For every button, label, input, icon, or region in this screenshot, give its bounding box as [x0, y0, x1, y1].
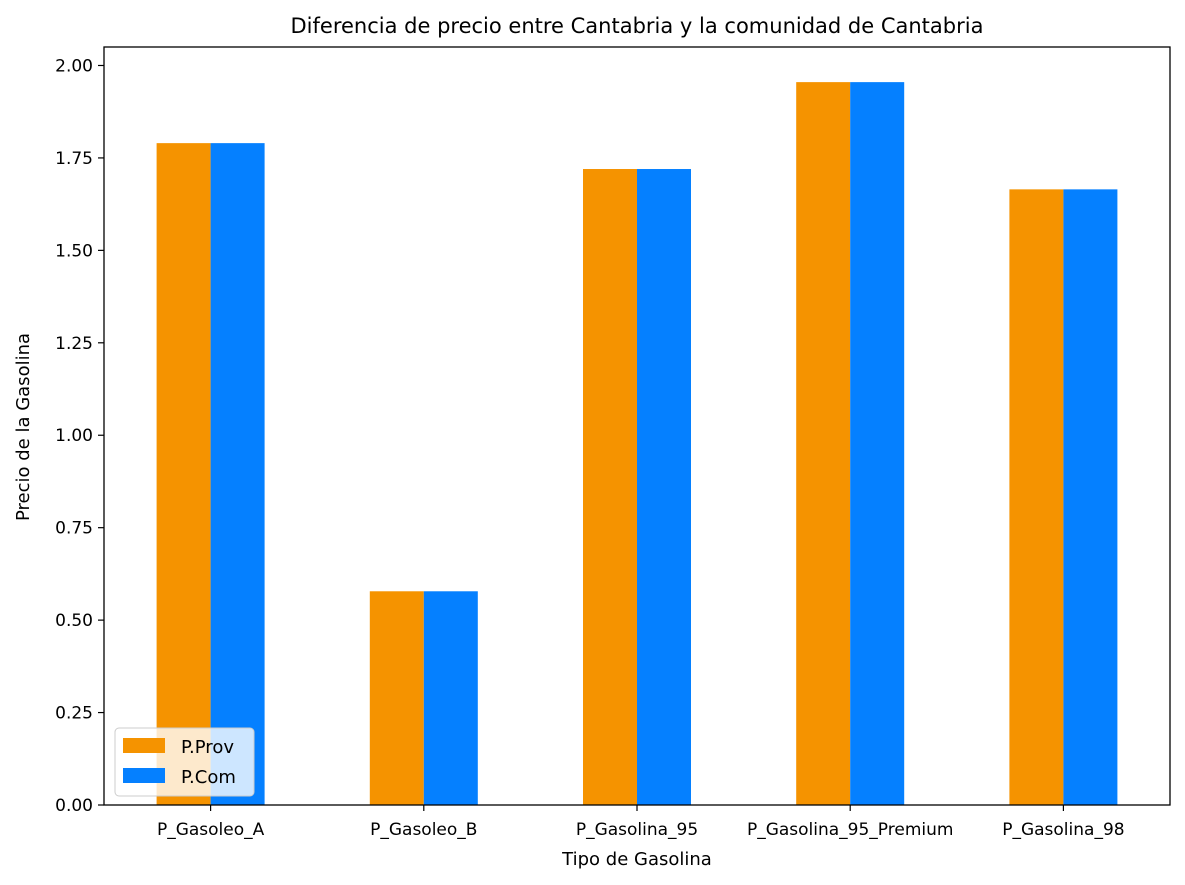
y-tick-label: 1.25	[55, 334, 93, 354]
bar-p-prov-3	[796, 82, 851, 805]
x-axis-label: Tipo de Gasolina	[561, 849, 712, 870]
bar-p-com-3	[850, 82, 905, 805]
chart-title: Diferencia de precio entre Cantabria y l…	[291, 14, 984, 38]
y-tick-label: 0.00	[55, 796, 93, 816]
x-tick-label: P_Gasolina_95	[576, 820, 698, 840]
legend: P.Prov P.Com	[114, 727, 255, 797]
y-tick-label: 2.00	[55, 56, 93, 76]
y-tick-label: 0.50	[55, 611, 93, 631]
legend-label: P.Prov	[181, 737, 234, 758]
y-tick-label: 1.50	[55, 241, 93, 261]
x-tick-label: P_Gasolina_95_Premium	[747, 820, 954, 840]
bar-p-com-0	[210, 143, 265, 805]
x-axis: P_Gasoleo_A P_Gasoleo_B P_Gasolina_95 P_Gas…	[157, 805, 1125, 840]
bar-p-prov-1	[369, 591, 424, 805]
bar-p-com-1	[423, 591, 478, 805]
y-tick-label: 0.75	[55, 519, 93, 539]
legend-swatch	[123, 738, 165, 753]
y-axis: 0.00 0.25 0.50 0.75 1.00 1.25 1.50 1.75 2.00	[55, 56, 104, 816]
x-tick-label: P_Gasoleo_A	[157, 820, 265, 840]
y-tick-label: 1.75	[55, 149, 93, 169]
y-tick-label: 0.25	[55, 704, 93, 724]
bar-p-com-4	[1063, 189, 1118, 806]
legend-swatch	[123, 768, 165, 783]
plot-area	[103, 46, 1171, 806]
bar-p-com-2	[637, 169, 691, 805]
bar-p-prov-2	[583, 169, 637, 805]
x-tick-label: P_Gasolina_98	[1002, 820, 1124, 840]
legend-label: P.Com	[181, 767, 236, 788]
y-tick-label: 1.00	[55, 426, 93, 446]
y-axis-label: Precio de la Gasolina	[13, 333, 34, 521]
bar-p-prov-0	[156, 143, 211, 805]
x-tick-label: P_Gasoleo_B	[370, 820, 477, 840]
bar-p-prov-4	[1009, 189, 1064, 806]
